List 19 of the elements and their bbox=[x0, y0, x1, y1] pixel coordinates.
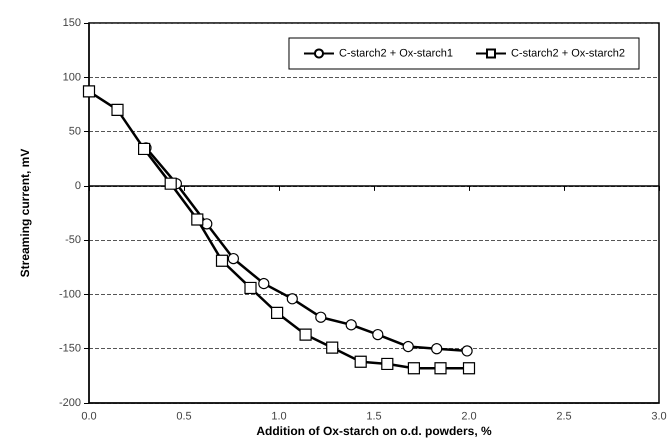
y-tick-label: -150 bbox=[58, 342, 81, 355]
x-axis-title: Addition of Ox-starch on o.d. powders, % bbox=[256, 424, 492, 438]
x-tick-label: 2.5 bbox=[556, 410, 572, 422]
y-tick-label: 0 bbox=[74, 180, 81, 192]
x-tick-label: 0.0 bbox=[81, 410, 97, 422]
x-tick-label: 3.0 bbox=[651, 410, 667, 422]
y-tick-label: -100 bbox=[58, 288, 81, 300]
y-tick-label: -50 bbox=[65, 234, 81, 246]
y-tick-label: 150 bbox=[62, 17, 81, 29]
y-axis-title: Streaming current, mV bbox=[18, 148, 32, 278]
y-tick-label: 100 bbox=[62, 71, 81, 84]
legend-label: C-starch2 + Ox-starch1 bbox=[338, 48, 453, 60]
y-tick-label: 50 bbox=[68, 126, 81, 138]
legend-label: C-starch2 + Ox-starch2 bbox=[510, 48, 626, 60]
x-tick-label: 1.0 bbox=[271, 410, 287, 422]
y-tick-label: -200 bbox=[58, 397, 81, 409]
x-tick-label: 1.5 bbox=[366, 410, 382, 422]
x-tick-label: 2.0 bbox=[461, 410, 477, 422]
x-tick-label: 0.5 bbox=[176, 410, 192, 422]
